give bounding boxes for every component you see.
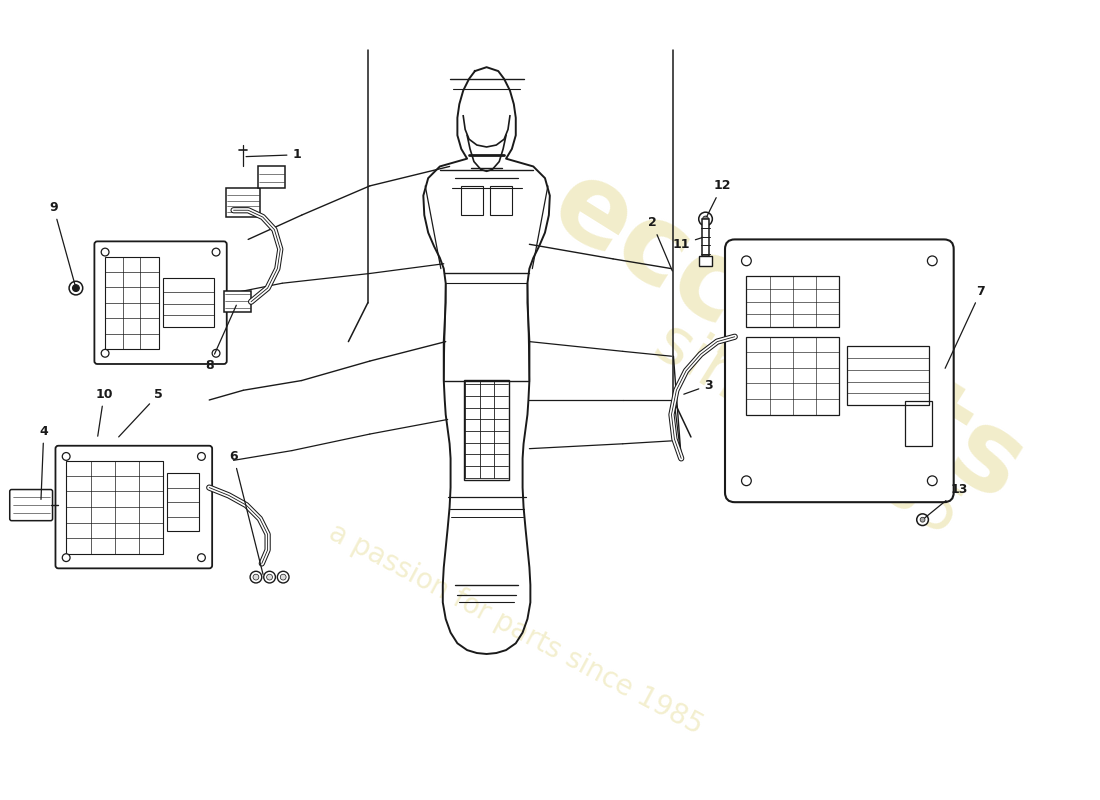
Circle shape [698,212,713,226]
Circle shape [741,476,751,486]
Circle shape [63,554,70,562]
Circle shape [101,350,109,357]
Text: a passion for parts since 1985: a passion for parts since 1985 [323,518,707,739]
Circle shape [703,216,708,222]
Circle shape [280,574,286,580]
Circle shape [927,256,937,266]
Bar [747,277,839,327]
Circle shape [212,350,220,357]
Circle shape [920,518,925,522]
Text: 7: 7 [945,285,986,368]
Bar [257,166,285,188]
Circle shape [37,498,44,506]
Circle shape [101,248,109,256]
Bar [223,291,251,313]
Bar [461,186,483,215]
Text: 11: 11 [672,238,703,250]
Bar [747,337,839,414]
Circle shape [277,571,289,583]
Text: 4: 4 [40,425,48,499]
FancyBboxPatch shape [95,242,227,364]
Circle shape [741,256,751,266]
Circle shape [198,554,206,562]
Circle shape [212,248,220,256]
Text: 3: 3 [684,379,713,394]
Circle shape [198,453,206,460]
Bar [847,346,930,405]
Text: since 1985: since 1985 [644,310,972,548]
Bar [106,257,158,350]
Bar [702,219,710,256]
Circle shape [34,495,47,509]
Bar [226,188,260,217]
Bar [464,379,509,480]
Circle shape [69,282,82,295]
Text: 9: 9 [50,201,75,286]
Text: 5: 5 [119,388,163,437]
Circle shape [253,574,258,580]
FancyBboxPatch shape [10,490,53,521]
Circle shape [73,285,79,291]
Circle shape [266,574,273,580]
Text: 13: 13 [925,483,968,518]
Text: eccparts: eccparts [532,150,1044,524]
Circle shape [250,571,262,583]
Text: 1: 1 [246,148,301,162]
Circle shape [63,453,70,460]
Text: 2: 2 [648,216,672,271]
Text: 10: 10 [96,388,113,436]
Circle shape [927,476,937,486]
Bar [167,473,199,531]
Text: 8: 8 [205,306,236,373]
Circle shape [264,571,275,583]
Text: 6: 6 [229,450,263,574]
Bar [905,401,933,446]
Bar [491,186,512,215]
Text: 12: 12 [707,179,730,217]
Circle shape [916,514,928,526]
FancyBboxPatch shape [725,239,954,502]
Bar [164,278,215,327]
Bar [66,462,164,554]
Bar [698,256,713,266]
FancyBboxPatch shape [55,446,212,568]
